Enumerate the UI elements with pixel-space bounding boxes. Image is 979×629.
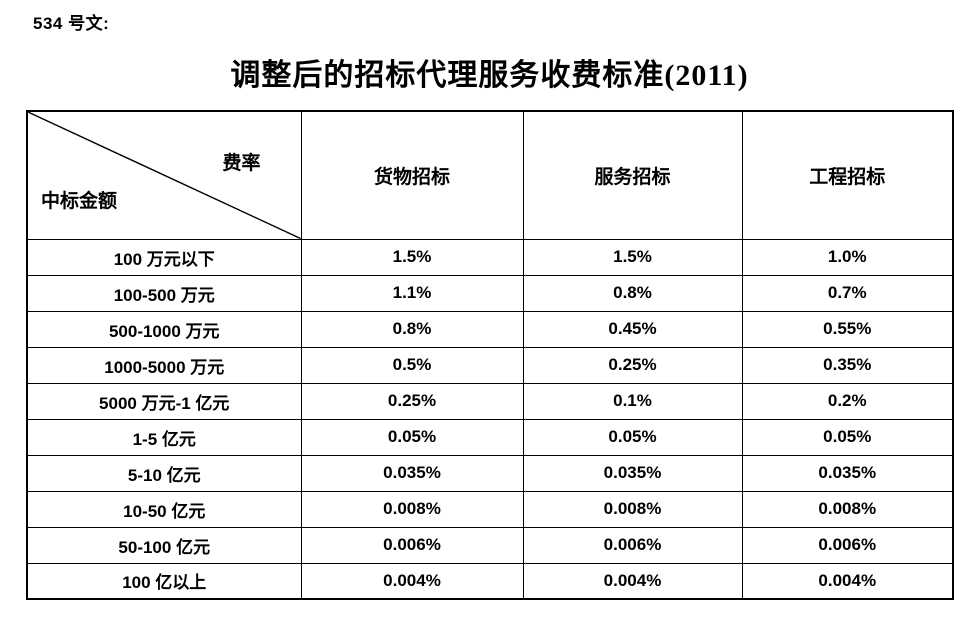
row-label: 1000-5000 万元 — [26, 346, 302, 384]
rate-cell: 0.035% — [741, 454, 954, 492]
rate-cell: 0.004% — [741, 562, 954, 600]
table-row: 500-1000 万元 0.8% 0.45% 0.55% — [26, 310, 954, 348]
diagonal-corner-cell: 费率 中标金额 — [26, 110, 302, 240]
page-title: 调整后的招标代理服务收费标准(2011) — [230, 59, 749, 92]
table-row: 10-50 亿元 0.008% 0.008% 0.008% — [26, 490, 954, 528]
rate-cell: 0.8% — [300, 310, 524, 348]
row-label: 100-500 万元 — [26, 274, 302, 312]
table-row: 100-500 万元 1.1% 0.8% 0.7% — [26, 274, 954, 312]
column-header-services: 服务招标 — [522, 110, 743, 240]
row-label: 500-1000 万元 — [26, 310, 302, 348]
rate-cell: 0.004% — [522, 562, 743, 600]
corner-label-rate: 费率 — [222, 153, 261, 174]
rate-cell: 0.8% — [522, 274, 743, 312]
rate-cell: 1.1% — [300, 274, 524, 312]
row-label: 100 亿以上 — [26, 562, 302, 600]
row-label: 5000 万元-1 亿元 — [26, 382, 302, 420]
rate-cell: 0.35% — [741, 346, 954, 384]
table-row: 1-5 亿元 0.05% 0.05% 0.05% — [26, 418, 954, 456]
diagonal-line — [28, 112, 301, 239]
rate-cell: 1.5% — [522, 238, 743, 276]
rate-cell: 0.05% — [522, 418, 743, 456]
table-row: 5-10 亿元 0.035% 0.035% 0.035% — [26, 454, 954, 492]
table-row: 100 万元以下 1.5% 1.5% 1.0% — [26, 238, 954, 276]
rate-cell: 0.006% — [741, 526, 954, 564]
table-row: 50-100 亿元 0.006% 0.006% 0.006% — [26, 526, 954, 564]
row-label: 5-10 亿元 — [26, 454, 302, 492]
row-label: 1-5 亿元 — [26, 418, 302, 456]
rate-cell: 0.25% — [300, 382, 524, 420]
rate-cell: 0.006% — [300, 526, 524, 564]
rate-cell: 0.7% — [741, 274, 954, 312]
rate-cell: 0.004% — [300, 562, 524, 600]
rate-cell: 1.5% — [300, 238, 524, 276]
rate-cell: 0.006% — [522, 526, 743, 564]
rate-cell: 0.035% — [300, 454, 524, 492]
rate-cell: 0.1% — [522, 382, 743, 420]
fee-rate-table: 费率 中标金额 货物招标 服务招标 工程招标 100 万元以下 1.5% 1.5… — [26, 110, 954, 600]
rate-cell: 0.5% — [300, 346, 524, 384]
table-row: 5000 万元-1 亿元 0.25% 0.1% 0.2% — [26, 382, 954, 420]
rate-cell: 0.008% — [300, 490, 524, 528]
row-label: 50-100 亿元 — [26, 526, 302, 564]
rate-cell: 0.05% — [300, 418, 524, 456]
table-row: 100 亿以上 0.004% 0.004% 0.004% — [26, 562, 954, 600]
corner-label-amount: 中标金额 — [41, 191, 118, 212]
rate-cell: 0.008% — [741, 490, 954, 528]
column-header-engineering: 工程招标 — [741, 110, 954, 240]
rate-cell: 0.45% — [522, 310, 743, 348]
table-header-row: 费率 中标金额 货物招标 服务招标 工程招标 — [26, 110, 954, 240]
rate-cell: 1.0% — [741, 238, 954, 276]
rate-cell: 0.55% — [741, 310, 954, 348]
rate-cell: 0.008% — [522, 490, 743, 528]
rate-cell: 0.035% — [522, 454, 743, 492]
rate-cell: 0.05% — [741, 418, 954, 456]
row-label: 10-50 亿元 — [26, 490, 302, 528]
row-label: 100 万元以下 — [26, 238, 302, 276]
document-number-label: 534 号文: — [33, 14, 110, 33]
rate-cell: 0.2% — [741, 382, 954, 420]
table-row: 1000-5000 万元 0.5% 0.25% 0.35% — [26, 346, 954, 384]
rate-cell: 0.25% — [522, 346, 743, 384]
column-header-goods: 货物招标 — [300, 110, 524, 240]
